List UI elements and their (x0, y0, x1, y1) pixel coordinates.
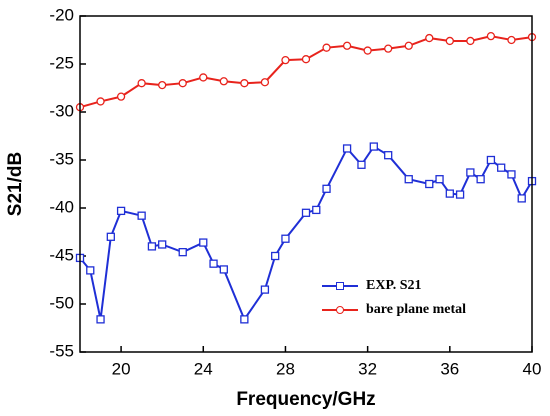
marker (199, 238, 208, 247)
marker (425, 33, 434, 43)
legend-marker (336, 282, 344, 290)
series-line (79, 35, 533, 109)
marker (497, 163, 506, 172)
marker (476, 175, 485, 184)
marker (507, 170, 516, 179)
marker (178, 248, 187, 257)
marker (281, 234, 290, 243)
marker (219, 265, 228, 274)
marker (486, 32, 496, 41)
x-tick-label: 20 (112, 359, 131, 378)
marker (137, 211, 146, 220)
y-tick-label: -20 (49, 5, 74, 24)
legend-label: bare plane metal (366, 302, 466, 317)
y-tick-label: -35 (49, 149, 74, 168)
legend-label: EXP. S21 (366, 278, 422, 293)
marker (369, 142, 378, 151)
marker (116, 206, 126, 216)
marker (301, 208, 311, 217)
marker (147, 242, 157, 251)
marker (445, 36, 454, 46)
marker (209, 259, 218, 268)
marker (455, 190, 465, 199)
marker (219, 77, 228, 86)
marker (342, 144, 352, 153)
marker (435, 175, 444, 184)
marker (425, 179, 434, 189)
marker (322, 43, 331, 52)
marker (199, 73, 208, 82)
y-axis-label: S21/dB (5, 152, 26, 216)
x-tick-label: 36 (440, 359, 459, 378)
marker (178, 79, 187, 88)
y-tick-label: -50 (49, 293, 74, 312)
marker (507, 35, 516, 45)
marker (466, 36, 475, 46)
marker (240, 315, 249, 324)
marker (517, 194, 526, 203)
marker (271, 251, 280, 261)
marker (86, 266, 95, 275)
y-tick-label: -45 (49, 245, 74, 264)
legend-marker (336, 306, 344, 314)
marker (404, 41, 413, 50)
marker (301, 55, 311, 64)
y-tick-label: -25 (49, 53, 74, 72)
marker (363, 46, 372, 55)
x-tick-label: 24 (194, 359, 213, 378)
marker (158, 240, 167, 249)
y-tick-label: -55 (49, 341, 74, 360)
y-tick-label: -30 (49, 101, 74, 120)
marker (106, 232, 115, 241)
x-tick-label: 40 (523, 359, 542, 378)
x-axis-label: Frequency/GHz (236, 389, 375, 410)
marker (486, 155, 496, 165)
marker (240, 79, 249, 88)
x-tick-label: 28 (276, 359, 295, 378)
marker (281, 56, 290, 65)
marker (312, 205, 321, 215)
marker (384, 151, 393, 160)
marker (116, 92, 126, 101)
marker (96, 97, 105, 106)
marker (137, 79, 146, 88)
marker (342, 41, 352, 50)
marker (466, 168, 475, 177)
marker (260, 285, 270, 294)
series-line (79, 145, 533, 322)
plot-frame (79, 15, 533, 353)
marker (260, 78, 270, 87)
y-tick-label: -40 (49, 197, 74, 216)
x-tick-label: 32 (358, 359, 377, 378)
marker (357, 160, 366, 169)
marker (96, 315, 105, 324)
marker (158, 80, 167, 90)
marker (445, 189, 454, 198)
marker (322, 184, 331, 193)
marker (384, 44, 393, 53)
marker (404, 175, 413, 184)
